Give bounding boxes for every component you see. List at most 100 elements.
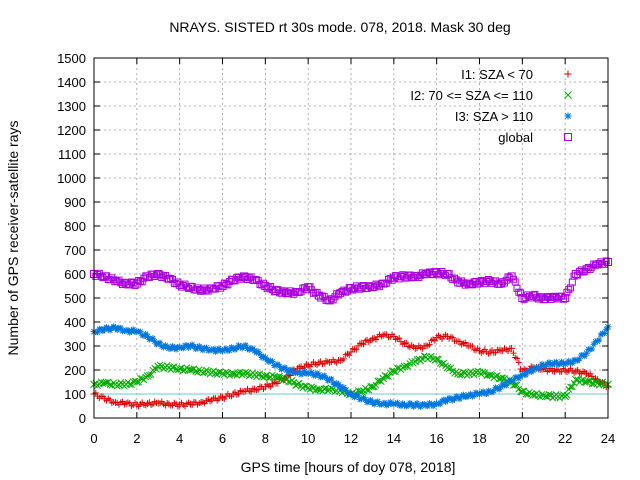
y-tick-label: 1200	[57, 123, 86, 138]
point-i1	[353, 346, 360, 353]
point-global	[327, 295, 335, 303]
point-global	[533, 294, 541, 302]
data-point-global	[175, 280, 184, 289]
legend-marker-i3	[564, 112, 572, 120]
point-global	[499, 278, 507, 286]
x-tick-label: 8	[262, 431, 269, 446]
data-point-global	[400, 272, 409, 281]
point-global	[575, 268, 583, 276]
grid-lines	[93, 57, 609, 419]
series-global	[90, 257, 612, 305]
point-global	[424, 269, 432, 277]
data-point-global	[389, 273, 398, 282]
point-global	[586, 265, 594, 273]
point-global	[185, 285, 193, 293]
point-global	[534, 295, 542, 303]
y-tick-label: 200	[64, 363, 86, 378]
point-i1	[456, 338, 463, 345]
data-point-i1	[144, 400, 152, 408]
point-i2	[377, 378, 385, 386]
data-point-i1	[550, 367, 558, 375]
point-i3	[281, 364, 288, 371]
point-global	[597, 258, 605, 266]
point-i2	[538, 391, 546, 398]
data-point-i1	[401, 340, 409, 348]
point-i1	[462, 339, 469, 346]
data-point-i1	[572, 367, 580, 375]
x-tick-label: 6	[219, 431, 226, 446]
data-point-i1	[390, 332, 398, 340]
series-i2	[90, 352, 612, 402]
point-global	[374, 281, 382, 289]
point-i2	[126, 381, 134, 388]
point-i3	[190, 343, 197, 350]
point-global	[568, 278, 576, 286]
point-i3	[328, 375, 335, 382]
point-global	[281, 288, 289, 296]
data-point-i2	[518, 387, 527, 396]
point-global	[459, 279, 467, 287]
point-i2	[147, 371, 155, 378]
data-point-i1	[186, 400, 194, 408]
point-global	[152, 271, 160, 279]
point-global	[417, 271, 425, 279]
point-i1	[235, 390, 242, 397]
point-i2	[106, 381, 114, 389]
point-global	[158, 274, 166, 282]
legend-marker-i2	[564, 91, 572, 99]
point-i1	[360, 341, 367, 348]
data-point-i1	[165, 400, 173, 408]
point-global	[349, 286, 357, 294]
point-global	[285, 289, 293, 297]
y-tick-label: 400	[64, 315, 86, 330]
point-global	[222, 280, 230, 288]
y-tick-label: 100	[64, 387, 86, 402]
point-global	[595, 259, 603, 267]
chart-title: NRAYS. SISTED rt 30s mode. 078, 2018. Ma…	[169, 19, 510, 35]
point-global	[277, 289, 285, 297]
point-global	[577, 266, 585, 274]
legend-label-i1: I1: SZA < 70	[461, 67, 533, 82]
data-point-i1	[358, 340, 366, 348]
legend: I1: SZA < 70 I2: 70 <= SZA <= 110 I3: SZA …	[410, 67, 572, 145]
data-point-i1	[379, 331, 387, 339]
data-point-i1	[122, 400, 130, 408]
x-tick-label: 0	[90, 431, 97, 446]
point-i2	[324, 387, 332, 395]
point-i2	[542, 393, 549, 400]
point-global	[167, 275, 175, 283]
point-global	[506, 274, 514, 282]
point-global	[263, 285, 271, 293]
data-point-i2	[443, 363, 452, 372]
point-i2	[586, 377, 594, 385]
data-point-global	[314, 291, 323, 300]
y-tick-label: 1000	[57, 171, 86, 186]
point-i1	[189, 402, 196, 409]
y-tick-label: 700	[64, 243, 86, 258]
point-global	[338, 287, 346, 295]
point-i2	[492, 372, 499, 380]
point-global	[138, 278, 146, 286]
point-i2	[581, 378, 589, 386]
point-i2	[169, 363, 176, 371]
point-global	[102, 272, 110, 280]
data-point-i2	[175, 364, 184, 373]
point-i1	[255, 386, 262, 393]
point-i1	[469, 343, 476, 350]
point-global	[559, 295, 567, 303]
point-i2	[103, 379, 110, 387]
point-global	[488, 279, 496, 287]
point-i2	[290, 378, 298, 386]
point-global	[238, 274, 246, 282]
point-i2	[419, 355, 426, 363]
point-global	[581, 267, 589, 275]
point-i2	[402, 362, 410, 370]
data-point-global	[486, 277, 495, 286]
data-point-i1	[508, 344, 516, 352]
point-global	[217, 284, 225, 292]
data-point-global	[432, 268, 441, 277]
point-global	[131, 281, 139, 289]
point-global	[318, 292, 326, 300]
point-global	[174, 278, 182, 286]
point-global	[195, 286, 203, 294]
